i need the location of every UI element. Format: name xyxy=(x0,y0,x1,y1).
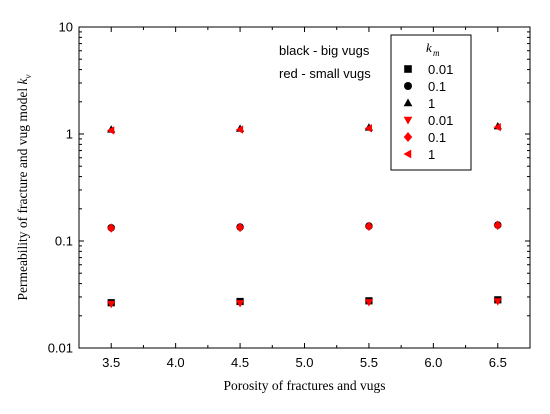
legend-label: 1 xyxy=(428,96,435,111)
legend-marker-diamond xyxy=(403,132,413,142)
data-point-triangle-down xyxy=(493,298,502,306)
legend-title: k xyxy=(426,40,432,55)
x-tick-label: 5.0 xyxy=(295,355,313,370)
data-point-diamond xyxy=(236,222,245,233)
data-point-triangle-down xyxy=(364,299,374,307)
x-tick-label: 6.5 xyxy=(489,355,507,370)
legend-label: 1 xyxy=(428,147,435,162)
legend-marker-triangle-up xyxy=(403,98,413,107)
data-point-diamond xyxy=(493,220,502,231)
legend-marker-triangle-left xyxy=(403,149,412,159)
legend-marker-square xyxy=(404,65,412,73)
legend-marker-triangle-down xyxy=(403,116,413,125)
y-tick-label: 10 xyxy=(59,20,73,35)
legend-label: 0.1 xyxy=(428,130,446,145)
legend-label: 0.01 xyxy=(428,113,453,128)
y-axis-label-subscript: v xyxy=(23,75,33,79)
legend-label: 0.1 xyxy=(428,79,446,94)
data-point-diamond xyxy=(364,221,373,232)
y-axis-label: Permeability of fracture and vug model k… xyxy=(15,75,33,301)
legend-box xyxy=(390,34,472,171)
data-point-triangle-left xyxy=(364,124,372,133)
x-tick-label: 3.5 xyxy=(102,355,120,370)
annotation-text: black - big vugs xyxy=(279,43,370,58)
data-point-diamond xyxy=(107,223,116,233)
x-tick-label: 5.5 xyxy=(360,355,378,370)
legend-label: 0.01 xyxy=(428,62,453,77)
y-axis-label-text: Permeability of fracture and vug model xyxy=(15,85,30,301)
y-tick-label: 0.1 xyxy=(55,234,73,249)
x-tick-label: 4.0 xyxy=(167,355,185,370)
annotation-text: red - small vugs xyxy=(279,66,371,81)
data-point-triangle-left xyxy=(235,125,244,134)
x-axis-label: Porosity of fractures and vugs xyxy=(224,378,386,393)
data-point-triangle-down xyxy=(235,300,245,308)
legend-marker-circle xyxy=(404,82,412,90)
legend-title-sub: m xyxy=(433,48,440,58)
y-tick-label: 0.01 xyxy=(48,341,73,356)
y-tick-label: 1 xyxy=(66,127,73,142)
data-point-triangle-down xyxy=(107,300,116,309)
data-point-triangle-left xyxy=(493,122,501,132)
x-tick-label: 6.0 xyxy=(424,355,442,370)
x-tick-label: 4.5 xyxy=(231,355,249,370)
data-point-triangle-left xyxy=(106,126,115,135)
